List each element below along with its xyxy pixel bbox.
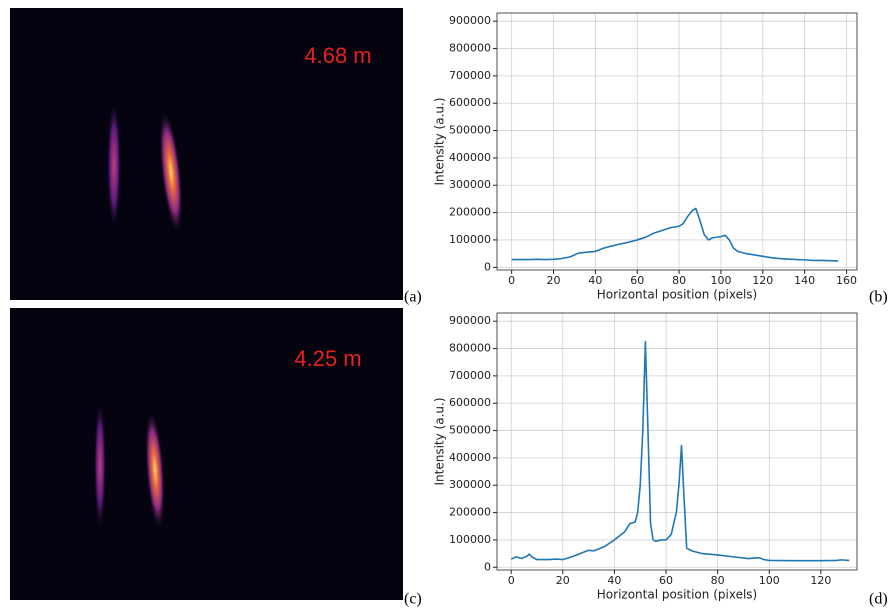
x-tick-label: 120 xyxy=(752,274,773,287)
y-tick-label: 300000 xyxy=(449,178,491,191)
y-tick-label: 300000 xyxy=(449,478,491,491)
y-axis-label: Intensity (a.u.) xyxy=(433,398,447,486)
x-axis-label: Horizontal position (pixels) xyxy=(597,288,757,302)
panel-label: (d) xyxy=(869,591,888,608)
x-tick-label: 100 xyxy=(759,574,780,587)
panel-label: (a) xyxy=(404,289,422,306)
x-tick-label: 120 xyxy=(810,574,831,587)
distance-label: 4.68 m xyxy=(304,43,371,68)
x-tick-label: 60 xyxy=(630,274,644,287)
panel-label: (c) xyxy=(404,591,422,608)
x-tick-label: 100 xyxy=(710,274,731,287)
y-tick-label: 600000 xyxy=(449,96,491,109)
panel-label: (b) xyxy=(869,289,888,306)
x-axis-label: Horizontal position (pixels) xyxy=(597,588,757,602)
y-tick-label: 0 xyxy=(484,260,491,273)
x-tick-label: 20 xyxy=(556,574,570,587)
y-tick-label: 700000 xyxy=(449,69,491,82)
y-tick-label: 900000 xyxy=(449,14,491,27)
x-tick-label: 140 xyxy=(794,274,815,287)
y-tick-label: 0 xyxy=(484,560,491,573)
x-tick-label: 160 xyxy=(836,274,857,287)
y-axis-label: Intensity (a.u.) xyxy=(433,98,447,186)
y-tick-label: 600000 xyxy=(449,396,491,409)
y-tick-label: 100000 xyxy=(449,533,491,546)
y-tick-label: 800000 xyxy=(449,342,491,355)
y-tick-label: 800000 xyxy=(449,42,491,55)
y-tick-label: 400000 xyxy=(449,151,491,164)
x-tick-label: 40 xyxy=(607,574,621,587)
image-c: 4.25 m xyxy=(10,308,403,600)
y-tick-label: 400000 xyxy=(449,451,491,464)
image-a: 4.68 m xyxy=(10,8,403,300)
y-tick-label: 900000 xyxy=(449,314,491,327)
x-tick-label: 80 xyxy=(711,574,725,587)
y-tick-label: 200000 xyxy=(449,206,491,219)
data-line xyxy=(511,207,839,262)
y-tick-label: 700000 xyxy=(449,369,491,382)
x-tick-label: 40 xyxy=(588,274,602,287)
y-tick-label: 500000 xyxy=(449,424,491,437)
x-tick-label: 80 xyxy=(672,274,686,287)
data-line xyxy=(510,340,850,562)
plot-frame xyxy=(496,12,858,271)
x-tick-label: 60 xyxy=(659,574,673,587)
x-tick-label: 0 xyxy=(508,574,515,587)
y-tick-label: 500000 xyxy=(449,124,491,137)
x-tick-label: 0 xyxy=(508,274,515,287)
y-tick-label: 200000 xyxy=(449,506,491,519)
plot-frame xyxy=(496,312,858,571)
y-tick-label: 100000 xyxy=(449,233,491,246)
x-tick-label: 20 xyxy=(547,274,561,287)
distance-label: 4.25 m xyxy=(294,346,361,371)
